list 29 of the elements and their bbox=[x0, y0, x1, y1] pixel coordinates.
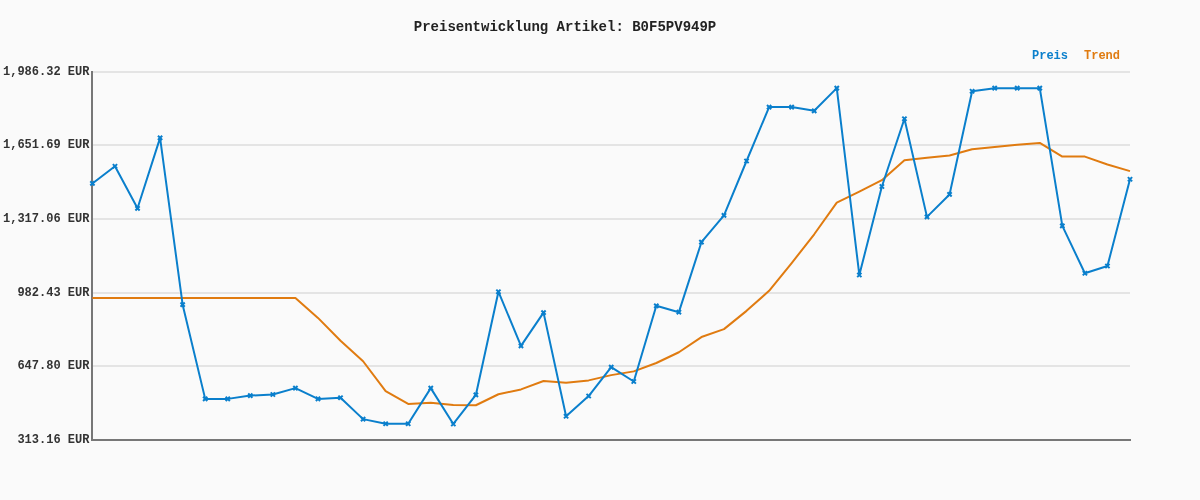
point bbox=[675, 309, 682, 316]
point bbox=[202, 395, 209, 403]
point bbox=[517, 342, 525, 349]
y-tick-label: 1,317.06 EUR bbox=[2, 212, 91, 227]
text: Trend bbox=[1083, 48, 1121, 63]
y-tick-label: 1,651.69 EUR bbox=[2, 138, 91, 153]
point bbox=[608, 364, 615, 371]
point bbox=[427, 384, 434, 392]
point bbox=[111, 163, 119, 170]
y-tick-label: 982.43 EUR bbox=[17, 285, 91, 300]
chart-title: Preisentwicklung Artikel: B0F5PV949P bbox=[413, 18, 717, 35]
point bbox=[314, 395, 322, 403]
point bbox=[472, 391, 479, 399]
point bbox=[1014, 85, 1021, 92]
point bbox=[359, 416, 367, 423]
point bbox=[1036, 85, 1043, 92]
point bbox=[811, 107, 818, 114]
point bbox=[1081, 270, 1089, 277]
point bbox=[562, 413, 570, 420]
point bbox=[833, 85, 840, 92]
y-tick-label: 647.80 EUR bbox=[17, 359, 91, 374]
y-tick-label: 313.16 EUR bbox=[17, 433, 91, 448]
point bbox=[224, 395, 231, 403]
point bbox=[923, 213, 931, 221]
series-label: Preis bbox=[1031, 48, 1068, 63]
point bbox=[156, 134, 164, 142]
point bbox=[765, 103, 773, 111]
point bbox=[968, 88, 976, 95]
y-tick-label: 1,986.32 EUR bbox=[2, 64, 91, 79]
